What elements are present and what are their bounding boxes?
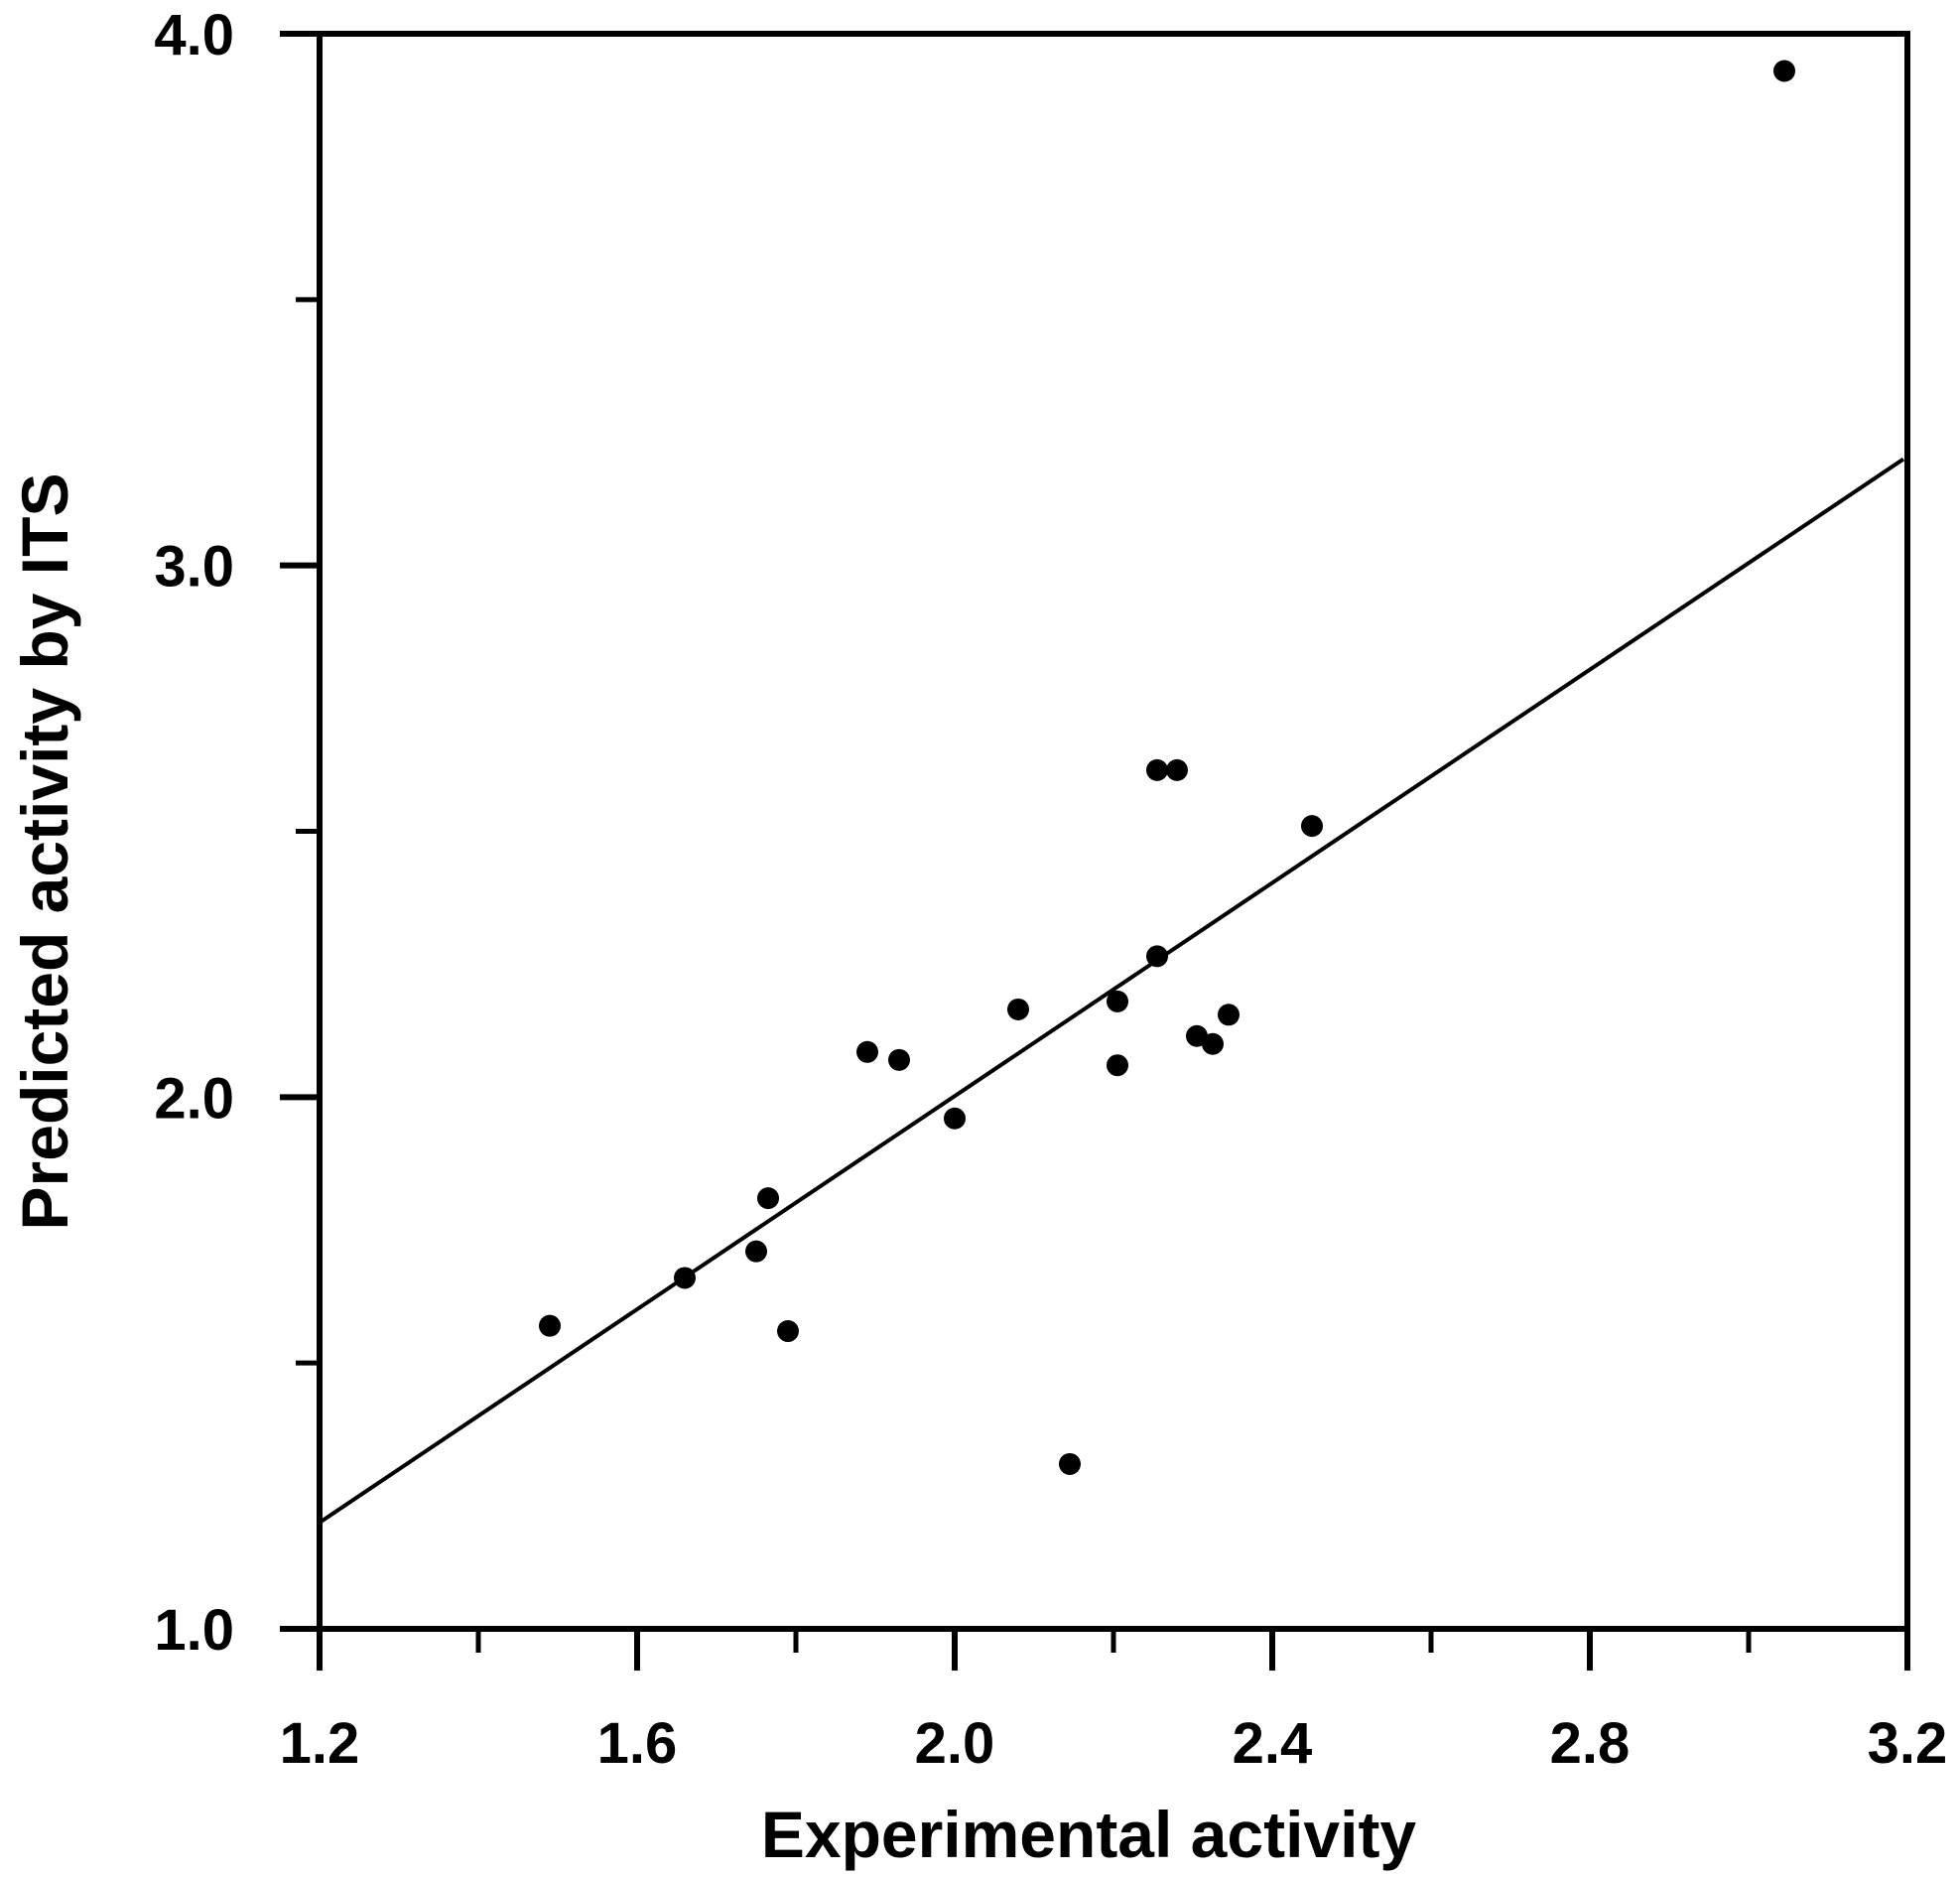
data-point [674,1267,696,1289]
major-ticks [280,31,1910,1671]
regression-line-layer [318,457,1905,1525]
data-point [777,1320,799,1343]
y-tick-label: 4.0 [154,3,234,67]
x-tick-label: 3.2 [1868,1711,1948,1776]
plot-frame [317,31,1910,1632]
x-tick-labels: 1.2 1.6 2.0 2.4 2.8 3.2 [280,1711,1948,1776]
data-point [1218,1004,1240,1026]
y-tick-labels: 1.0 2.0 3.0 4.0 [154,3,234,1663]
x-tick-label: 2.4 [1233,1711,1313,1776]
data-point [944,1107,966,1130]
data-point [1107,990,1128,1012]
regression-line [318,457,1905,1525]
data-points [539,60,1795,1475]
x-tick-label: 2.8 [1550,1711,1631,1776]
x-axis-title: Experimental activity [761,1798,1417,1871]
x-tick-label: 1.2 [280,1711,360,1776]
x-tick-label: 2.0 [915,1711,995,1776]
data-point [1007,998,1029,1020]
y-tick-label: 3.0 [154,535,234,600]
data-point [1146,945,1168,968]
minor-ticks [296,297,1752,1653]
data-point [745,1240,767,1263]
y-axis-title: Predicted activity by ITS [8,473,81,1231]
data-point [1202,1032,1224,1055]
data-point [757,1187,779,1210]
data-point [1773,60,1795,82]
x-tick-label: 1.6 [597,1711,678,1776]
data-point [1146,758,1168,781]
data-point [888,1048,910,1071]
data-point [1166,758,1188,781]
data-point [539,1314,561,1337]
data-point [1059,1452,1081,1475]
data-point [1107,1054,1128,1077]
y-tick-label: 1.0 [154,1598,234,1663]
data-point [1301,815,1323,838]
data-point [856,1040,878,1063]
y-tick-label: 2.0 [154,1066,234,1131]
